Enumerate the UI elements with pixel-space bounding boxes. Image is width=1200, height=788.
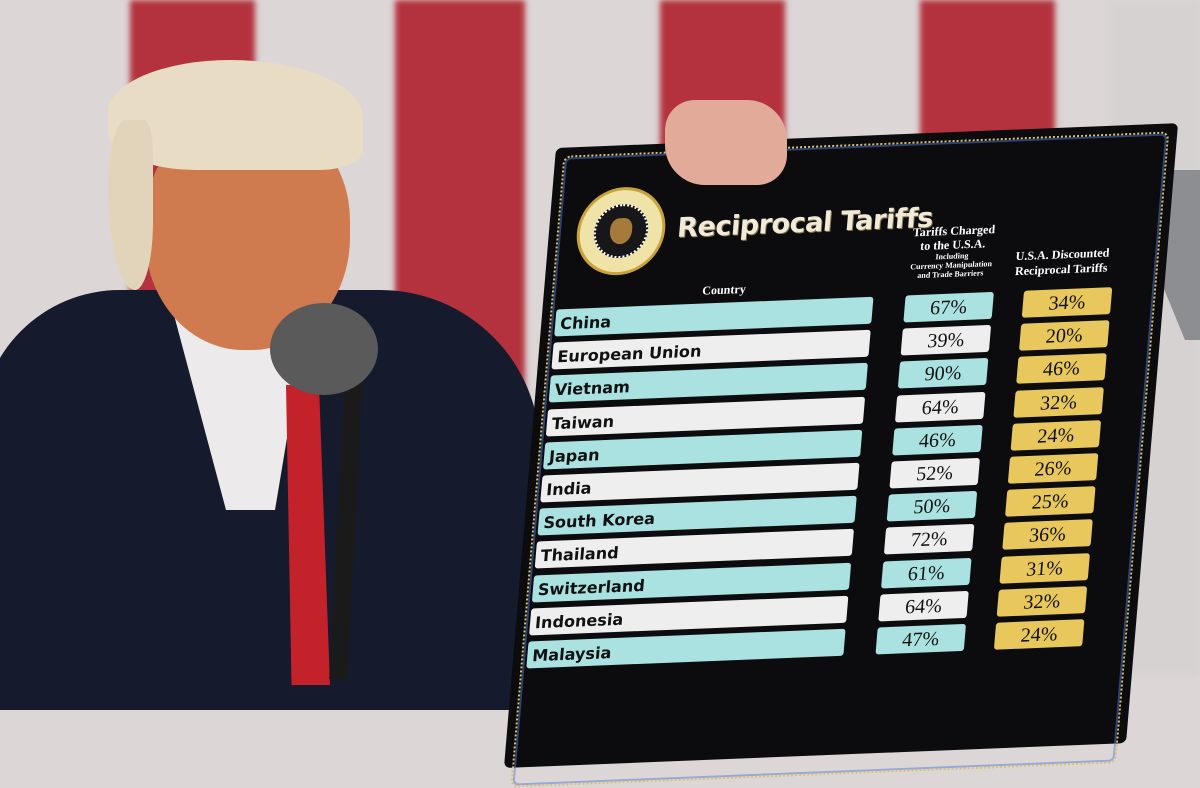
microphone-head [270, 303, 378, 395]
reciprocal-tariff-cell: 25% [1005, 486, 1096, 517]
tariff-board: Reciprocal Tariffs Country Tariffs Charg… [503, 123, 1179, 788]
eagle-icon [608, 217, 634, 245]
charged-tariff-cell: 67% [903, 291, 994, 323]
reciprocal-tariff-cell: 46% [1016, 353, 1107, 385]
reciprocal-tariff-cell: 34% [1021, 287, 1113, 318]
reciprocal-tariff-cell: 20% [1018, 320, 1110, 351]
charged-tariff-cell: 90% [897, 358, 989, 389]
charged-tariff-cell: 64% [878, 590, 969, 622]
charged-tariff-cell: 72% [883, 524, 975, 555]
charged-tariff-cell: 50% [886, 491, 978, 522]
hand [665, 100, 787, 185]
header-reciprocal: U.S.A. Discounted Reciprocal Tariffs [1003, 245, 1121, 280]
header-charged: Tariffs Charged to the U.S.A. Including … [895, 222, 1010, 281]
reciprocal-tariff-cell: 24% [993, 619, 1085, 650]
reciprocal-tariff-cell: 32% [996, 585, 1088, 617]
charged-tariff-cell: 64% [894, 391, 986, 423]
reciprocal-tariff-cell: 36% [1002, 519, 1093, 551]
charged-tariff-cell: 47% [875, 623, 967, 655]
charged-tariff-cell: 61% [881, 557, 972, 589]
reciprocal-tariff-cell: 24% [1010, 419, 1102, 451]
charged-tariff-cell: 46% [892, 424, 983, 456]
hair-side [108, 120, 153, 290]
charged-tariff-cell: 52% [889, 457, 980, 489]
reciprocal-tariff-cell: 26% [1007, 453, 1099, 484]
reciprocal-tariff-cell: 32% [1013, 386, 1104, 418]
seal-center [591, 203, 651, 260]
reciprocal-tariff-cell: 31% [999, 552, 1091, 584]
charged-tariff-cell: 39% [900, 325, 992, 356]
